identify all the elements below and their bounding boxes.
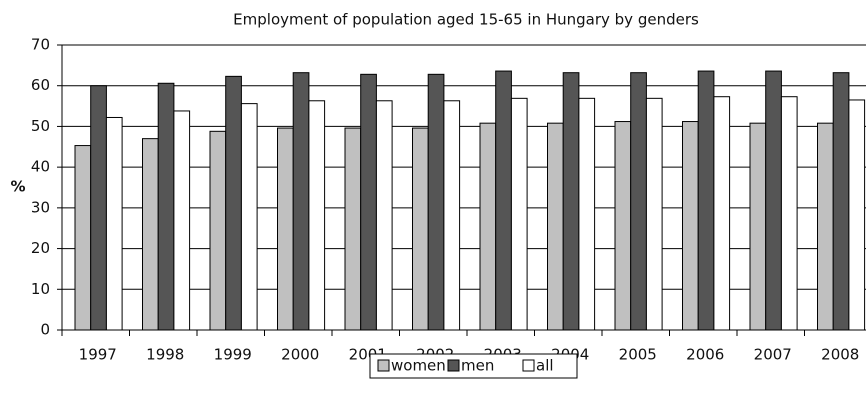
x-tick-label: 2000: [281, 346, 319, 364]
bar: [240, 103, 258, 331]
x-tick-label: 2006: [686, 346, 724, 364]
bar: [344, 127, 362, 331]
legend-box: [369, 353, 578, 379]
bar: [713, 96, 731, 331]
y-tick-label: 30: [31, 198, 50, 216]
bar: [765, 70, 782, 331]
chart-title: Employment of population aged 15-65 in H…: [233, 11, 699, 29]
bar: [292, 72, 310, 331]
legend-swatch: [377, 359, 390, 372]
bar: [562, 72, 580, 331]
bar: [547, 122, 564, 331]
bar: [412, 127, 429, 331]
bar: [277, 127, 294, 331]
bar: [848, 99, 866, 331]
y-axis-label: %: [10, 178, 25, 196]
bar: [225, 75, 242, 331]
x-tick-label: 1999: [214, 346, 252, 364]
legend-label: men: [461, 357, 494, 375]
legend-label: women: [391, 357, 446, 375]
legend: women men all: [369, 353, 578, 379]
bar: [817, 122, 834, 331]
bar: [375, 100, 393, 331]
bar: [427, 73, 445, 331]
legend-swatch: [447, 359, 460, 372]
bar: [697, 70, 715, 331]
bar: [780, 96, 798, 331]
bar: [614, 121, 632, 331]
bar: [510, 97, 528, 331]
bar: [74, 145, 92, 331]
bar: [578, 97, 596, 331]
bar: [495, 70, 512, 331]
bar: [142, 138, 159, 331]
bar: [479, 122, 497, 331]
bar: [360, 73, 377, 331]
bar: [308, 100, 326, 331]
x-tick-label: 1997: [79, 346, 117, 364]
x-tick-label: 2005: [619, 346, 657, 364]
y-tick-label: 40: [31, 158, 50, 176]
bar: [749, 122, 767, 331]
legend-label: all: [536, 357, 554, 375]
x-tick-label: 2008: [821, 346, 859, 364]
x-tick-label: 1998: [146, 346, 184, 364]
y-tick-label: 70: [31, 36, 50, 54]
bar: [630, 72, 647, 331]
bar: [209, 130, 227, 331]
bar: [443, 100, 461, 331]
x-tick-label: 2007: [754, 346, 792, 364]
bar: [682, 121, 699, 331]
bar: [645, 97, 663, 331]
y-tick-label: 0: [40, 321, 50, 339]
bar: [105, 116, 123, 331]
bar: [173, 110, 191, 331]
bar: [832, 72, 850, 331]
y-tick-label: 50: [31, 117, 50, 135]
y-tick-label: 10: [31, 280, 50, 298]
y-tick-label: 60: [31, 76, 50, 94]
bar: [157, 82, 175, 331]
legend-swatch: [522, 359, 535, 372]
bar: [90, 85, 107, 331]
y-tick-label: 20: [31, 239, 50, 257]
